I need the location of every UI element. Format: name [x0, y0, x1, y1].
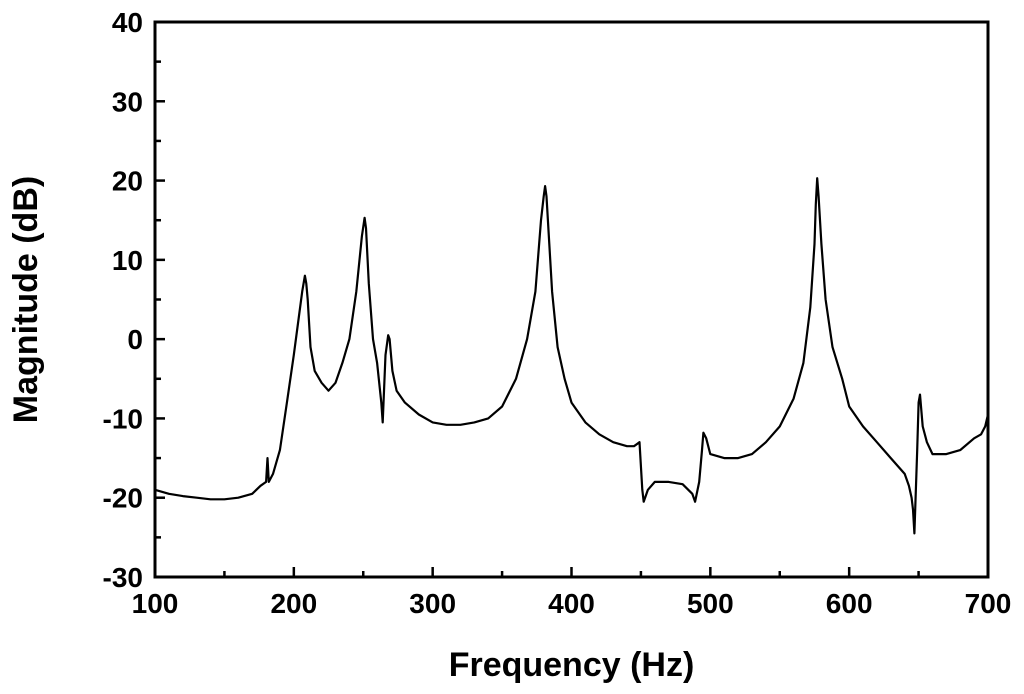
plot-frame [153, 20, 990, 579]
y-tick-label: 0 [127, 324, 143, 355]
x-tick-label: 200 [270, 588, 317, 619]
x-tick-label: 400 [548, 588, 595, 619]
y-tick-label: 10 [112, 245, 143, 276]
y-axis-title: Magnitude (dB) [7, 176, 45, 423]
x-axis-tick-labels: 100 200 300 400 500 600 700 [132, 588, 1012, 619]
x-tick-label: 100 [132, 588, 179, 619]
x-tick-label: 500 [687, 588, 734, 619]
x-tick-label: 300 [409, 588, 456, 619]
y-tick-label: -20 [103, 483, 143, 514]
x-tick-label: 600 [826, 588, 873, 619]
y-tick-label: 20 [112, 166, 143, 197]
y-axis-tick-labels: -30 -20 -10 0 10 20 30 40 [103, 7, 143, 593]
y-tick-label: 40 [112, 7, 143, 38]
y-tick-label: -10 [103, 403, 143, 434]
y-tick-label: 30 [112, 86, 143, 117]
y-tick-label: -30 [103, 562, 143, 593]
magnitude-line [154, 177, 990, 535]
x-axis-title: Frequency (Hz) [449, 646, 695, 684]
x-tick-label: 700 [965, 588, 1012, 619]
